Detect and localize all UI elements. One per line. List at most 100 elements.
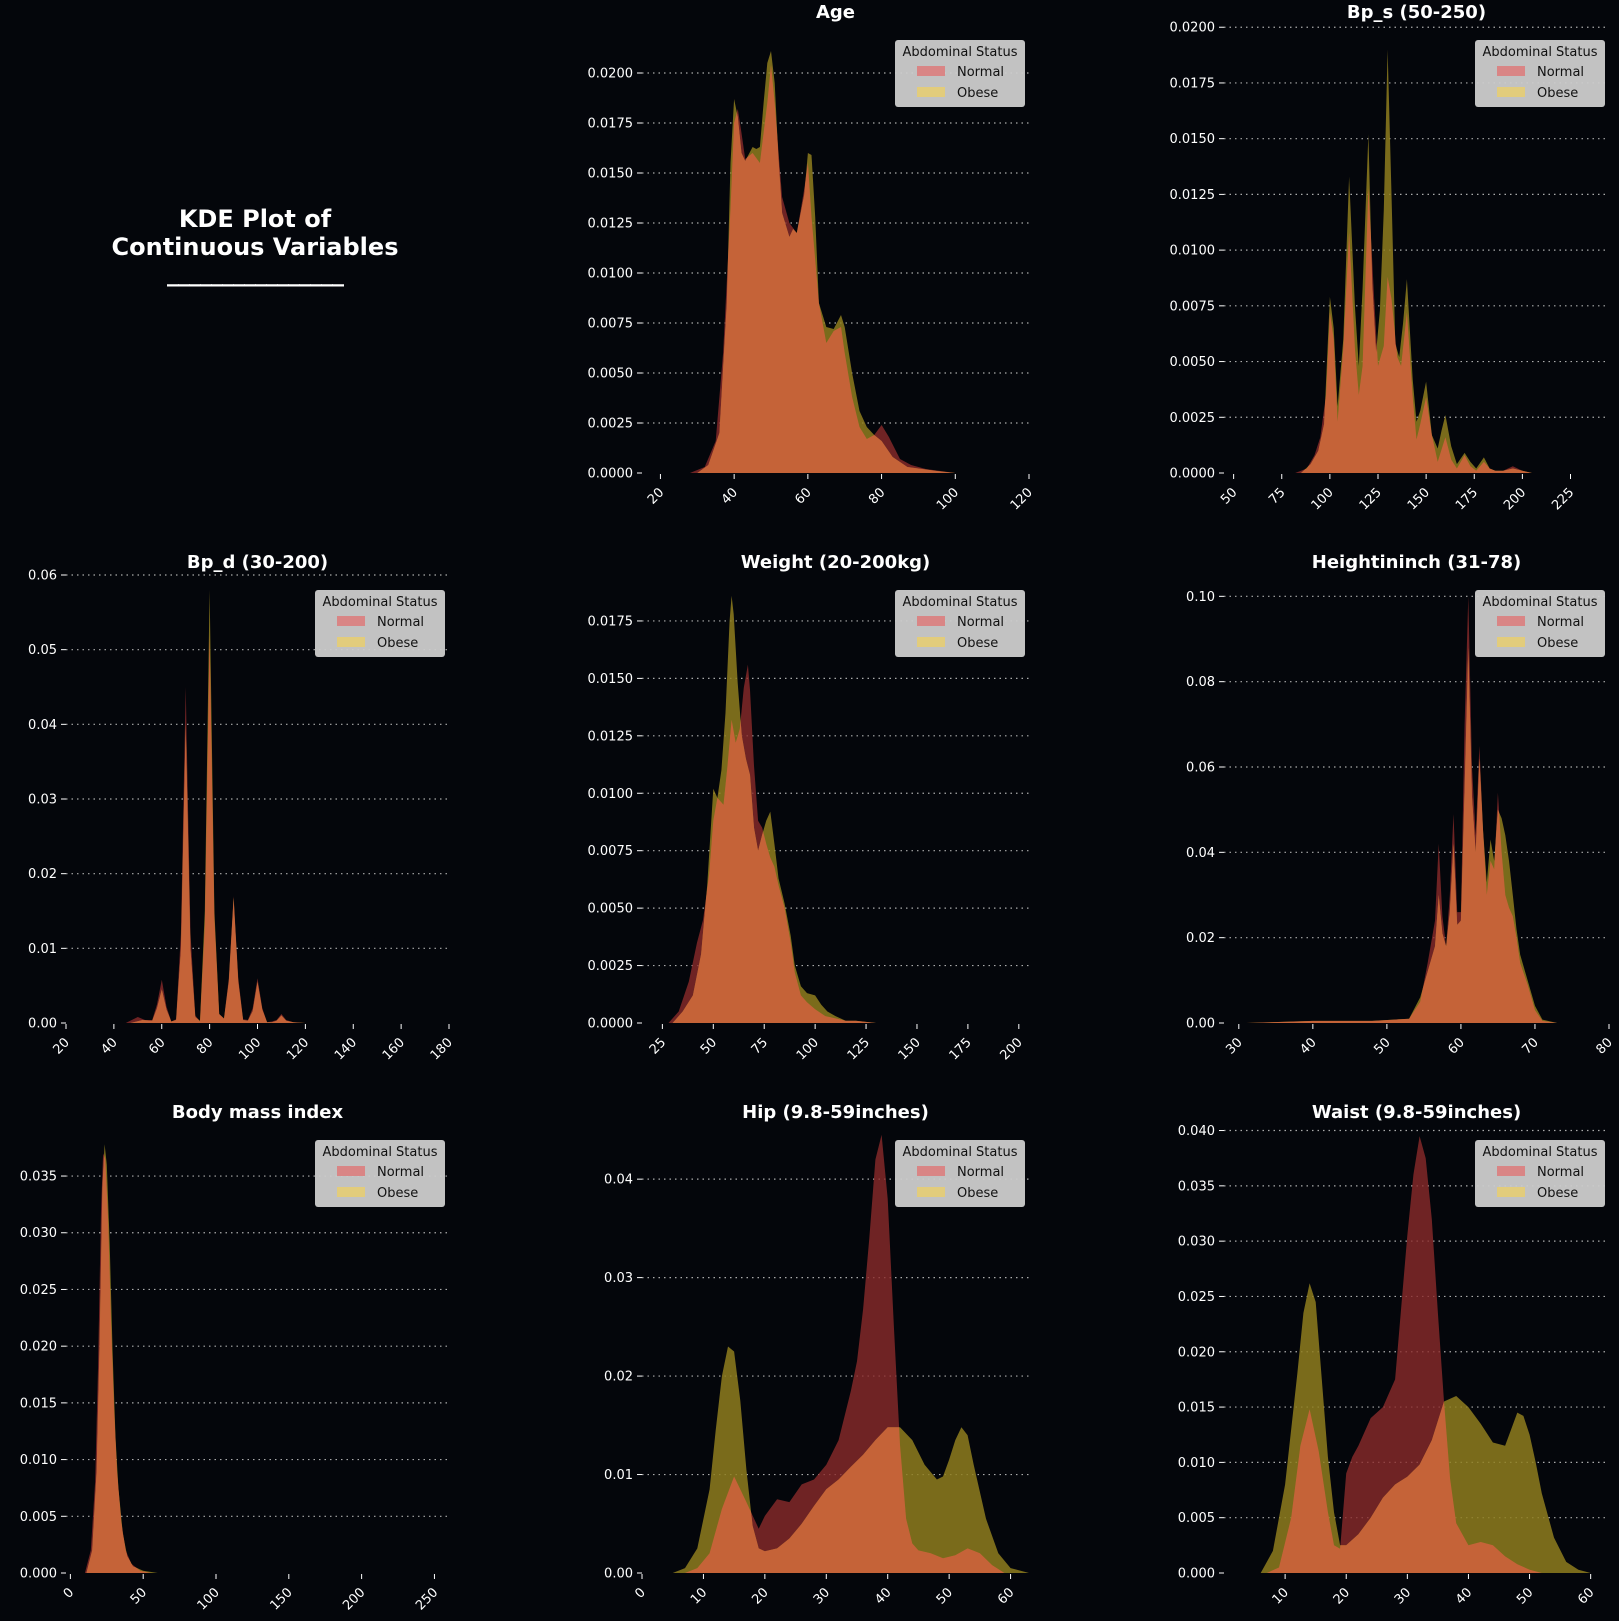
subplot-title: Heightininch (31-78)	[1312, 552, 1522, 573]
x-tick-label: 30	[811, 1585, 833, 1607]
x-tick-label: 225	[1549, 485, 1577, 513]
legend-title: Abdominal Status	[1482, 45, 1597, 60]
legend-swatch-normal	[917, 66, 945, 76]
y-tick-label: 0.0025	[588, 417, 634, 432]
kde-area-overlap	[697, 65, 956, 473]
x-tick-label: 250	[413, 1585, 441, 1613]
legend: Abdominal Status Normal Obese	[1475, 1140, 1605, 1207]
y-tick-label: 0.0125	[588, 729, 634, 744]
y-tick-label: 0.005	[1178, 1511, 1215, 1526]
subplot-7: Hip (9.8-59inches) 0.00 0.01 0.02 0.03 0.04 0 1…	[604, 1102, 1029, 1608]
subplot-4: Weight (20-200kg) 0.0000 0.0025 0.0050 0.007…	[588, 552, 1029, 1063]
subplot-title: Age	[816, 2, 855, 23]
legend-label-obese: Obese	[377, 636, 418, 651]
legend-label-obese: Obese	[1537, 636, 1578, 651]
figure-title-rule: ________________	[167, 259, 344, 287]
subplot-3: Bp_d (30-200) 0.00 0.01 0.02 0.03 0.04 0.05 0.0…	[28, 552, 456, 1063]
y-tick-label: 0.04	[28, 718, 57, 733]
legend: Abdominal Status Normal Obese	[895, 40, 1025, 107]
legend-swatch-obese	[337, 637, 365, 647]
legend-swatch-normal	[1497, 616, 1525, 626]
legend-label-normal: Normal	[1537, 65, 1584, 80]
y-tick-label: 0.025	[1178, 1290, 1215, 1305]
y-tick-label: 0.06	[1186, 761, 1215, 776]
x-tick-label: 40	[719, 485, 741, 507]
x-tick-label: 180	[428, 1035, 456, 1063]
x-tick-label: 100	[195, 1585, 223, 1613]
y-tick-label: 0.010	[1178, 1456, 1215, 1471]
legend: Abdominal Status Normal Obese	[895, 590, 1025, 657]
x-tick-label: 60	[792, 485, 814, 507]
legend-swatch-obese	[917, 637, 945, 647]
legend-label-normal: Normal	[377, 1165, 424, 1180]
legend: Abdominal Status Normal Obese	[1475, 40, 1605, 107]
y-tick-label: 0.0150	[1170, 132, 1216, 147]
x-tick-label: 40	[98, 1035, 120, 1057]
x-tick-label: 150	[896, 1035, 924, 1063]
x-tick-label: 175	[947, 1035, 975, 1063]
legend-swatch-obese	[917, 1187, 945, 1197]
x-tick-label: 120	[1008, 485, 1036, 513]
legend-label-obese: Obese	[957, 1186, 998, 1201]
x-tick-label: 50	[698, 1035, 720, 1057]
x-tick-label: 200	[997, 1035, 1025, 1063]
y-tick-label: 0.0075	[588, 317, 634, 332]
legend-swatch-normal	[1497, 66, 1525, 76]
legend-label-normal: Normal	[1537, 615, 1584, 630]
subplot-8: Waist (9.8-59inches) 0.000 0.005 0.010 0.015…	[1178, 1102, 1609, 1608]
y-tick-label: 0.020	[20, 1340, 57, 1355]
y-tick-label: 0.0125	[588, 217, 634, 232]
x-tick-label: 80	[194, 1035, 216, 1057]
y-tick-label: 0.01	[604, 1468, 633, 1483]
legend-label-normal: Normal	[1537, 1165, 1584, 1180]
y-tick-label: 0.035	[20, 1170, 57, 1185]
y-tick-label: 0.10	[1186, 590, 1215, 605]
kde-area-obese	[1301, 49, 1532, 473]
subplot-title: Weight (20-200kg)	[741, 552, 931, 573]
x-tick-label: 75	[749, 1035, 771, 1057]
y-tick-label: 0.015	[1178, 1401, 1215, 1416]
kde-area-obese	[672, 1346, 1029, 1573]
y-tick-label: 0.00	[1186, 1017, 1215, 1032]
y-tick-label: 0.00	[604, 1567, 633, 1582]
figure-title: KDE Plot of Continuous Variables _______…	[40, 205, 470, 287]
y-tick-label: 0.0050	[588, 902, 634, 917]
y-tick-label: 0.0125	[1170, 188, 1216, 203]
kde-area-overlap	[672, 664, 877, 1023]
x-tick-label: 50	[1371, 1035, 1393, 1057]
x-tick-label: 25	[647, 1035, 669, 1057]
x-tick-label: 80	[1594, 1035, 1616, 1057]
y-tick-label: 0.000	[20, 1567, 57, 1582]
y-tick-label: 0.030	[20, 1226, 57, 1241]
y-tick-label: 0.05	[28, 643, 57, 658]
y-tick-label: 0.0000	[588, 1017, 634, 1032]
x-tick-label: 150	[1405, 485, 1433, 513]
kde-area-normal	[1266, 1136, 1542, 1573]
y-tick-label: 0.0050	[1170, 355, 1216, 370]
x-tick-label: 75	[1266, 485, 1288, 507]
x-tick-label: 30	[1392, 1585, 1414, 1607]
y-tick-label: 0.01	[28, 942, 57, 957]
legend-title: Abdominal Status	[1482, 595, 1597, 610]
legend-label-obese: Obese	[1537, 1186, 1578, 1201]
legend-swatch-normal	[917, 1166, 945, 1176]
x-tick-label: 50	[934, 1585, 956, 1607]
subplot-title: Waist (9.8-59inches)	[1312, 1102, 1521, 1123]
legend-label-normal: Normal	[377, 615, 424, 630]
x-tick-label: 40	[1297, 1035, 1319, 1057]
y-tick-label: 0.0150	[588, 672, 634, 687]
x-tick-label: 80	[866, 485, 888, 507]
x-tick-label: 60	[1445, 1035, 1467, 1057]
y-tick-label: 0.030	[1178, 1235, 1215, 1250]
y-tick-label: 0.0025	[1170, 411, 1216, 426]
x-tick-label: 30	[1223, 1035, 1245, 1057]
y-tick-label: 0.0100	[588, 267, 634, 282]
y-tick-label: 0.03	[28, 793, 57, 808]
legend-swatch-obese	[917, 87, 945, 97]
x-tick-label: 60	[1575, 1585, 1597, 1607]
x-tick-label: 160	[380, 1035, 408, 1063]
subplot-6: Body mass index 0.000 0.005 0.010 0.015 0.020…	[20, 1102, 449, 1613]
kde-area-overlap	[1246, 647, 1558, 1023]
legend: Abdominal Status Normal Obese	[315, 590, 445, 657]
